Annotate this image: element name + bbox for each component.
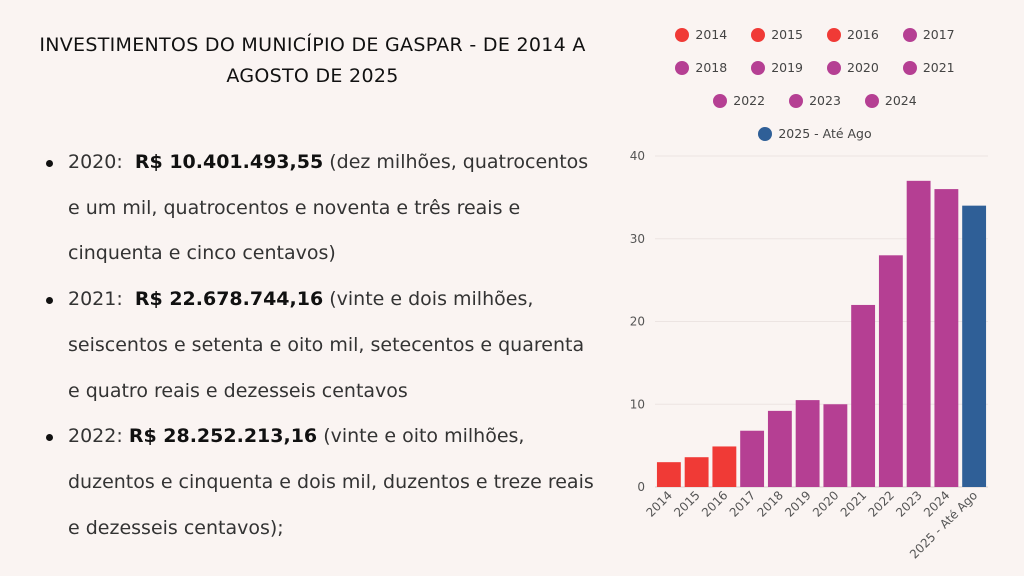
bullet-amount: R$ 28.252.213,16 <box>128 425 318 448</box>
legend-swatch <box>902 27 917 42</box>
y-tick-label: 0 <box>637 480 645 494</box>
bullet-amount: R$ 22.678.744,16 <box>134 288 324 311</box>
legend-item: 2016 <box>827 27 879 42</box>
x-tick-label: 2017 <box>727 488 758 519</box>
bar <box>878 255 903 487</box>
legend-item: 2018 <box>675 60 727 75</box>
x-tick-label: 2023 <box>893 488 924 519</box>
list-item: 2021: R$ 22.678.744,16 (vinte e dois mil… <box>40 277 595 414</box>
investment-list: 2020: R$ 10.401.493,55 (dez milhões, qua… <box>40 140 595 551</box>
bar <box>712 446 737 487</box>
legend-row: 2022 2023 2024 <box>660 84 970 117</box>
x-tick-label: 2018 <box>754 488 785 519</box>
legend-swatch <box>675 60 690 75</box>
legend-swatch <box>751 60 766 75</box>
legend-item: 2014 <box>675 27 727 42</box>
legend-swatch <box>675 27 690 42</box>
page-title: INVESTIMENTOS DO MUNICÍPIO DE GASPAR - D… <box>39 34 586 87</box>
y-tick-label: 20 <box>630 315 645 329</box>
bar <box>851 304 876 487</box>
legend-row: 2018 2019 2020 2021 <box>660 51 970 84</box>
y-tick-label: 10 <box>630 397 645 411</box>
x-tick-label: 2022 <box>865 488 896 519</box>
bullet-amount: R$ 10.401.493,55 <box>134 151 324 173</box>
legend-label: 2019 <box>771 60 803 75</box>
y-tick-label: 30 <box>630 232 645 246</box>
legend-swatch <box>758 126 773 141</box>
bar <box>823 404 848 487</box>
x-tick-label: 2016 <box>699 488 730 519</box>
legend-label: 2015 <box>771 27 803 42</box>
legend-item: 2015 <box>751 27 803 42</box>
legend-swatch <box>827 60 841 75</box>
legend-item: 2024 <box>864 93 917 108</box>
bar-chart: 0102030402014201520162017201820192020202… <box>630 149 988 561</box>
legend-item: 2017 <box>902 27 955 42</box>
bar <box>740 430 765 487</box>
legend-swatch <box>827 27 841 42</box>
bar <box>767 410 792 487</box>
legend-swatch <box>751 27 766 42</box>
x-tick-label: 2014 <box>643 488 674 519</box>
legend-swatch <box>902 60 917 75</box>
bar <box>906 180 931 487</box>
bar <box>684 457 709 487</box>
bullet-year: 2021: <box>68 288 123 311</box>
legend-swatch <box>789 93 804 108</box>
list-item: 2022: R$ 28.252.213,16 (vinte e oito mil… <box>40 414 595 551</box>
legend-label: 2014 <box>695 27 728 42</box>
bullet-year: 2020: <box>68 151 123 173</box>
bar <box>962 205 987 487</box>
y-tick-label: 40 <box>630 149 645 163</box>
legend-label: 2025 - Até Ago <box>778 126 872 141</box>
chart-legend: 2014 2015 2016 2017 2018 2019 2020 2021 2022 2023… <box>660 18 970 150</box>
legend-item: 2021 <box>902 60 955 75</box>
legend-row: 2014 2015 2016 2017 <box>660 18 970 51</box>
bullet-text: (vinte e dois milhões, seiscentos e sete… <box>68 288 585 402</box>
legend-swatch <box>864 93 879 108</box>
legend-row: 2025 - Até Ago <box>660 117 970 150</box>
bar <box>795 400 820 487</box>
legend-label: 2022 <box>733 93 766 108</box>
x-tick-label: 2019 <box>782 488 813 519</box>
bar <box>934 189 959 487</box>
legend-label: 2021 <box>922 60 955 75</box>
bullet-text: (vinte e oito milhões, duzentos e cinque… <box>68 425 594 539</box>
legend-item: 2022 <box>713 93 765 108</box>
bullet-text: (dez milhões, quatrocentos e um mil, qua… <box>68 151 589 265</box>
legend-item: 2020 <box>827 60 879 75</box>
legend-label: 2024 <box>884 93 917 108</box>
legend-item: 2023 <box>789 93 841 108</box>
legend-label: 2017 <box>922 27 955 42</box>
legend-swatch <box>713 93 728 108</box>
bar <box>656 462 681 487</box>
list-item: 2020: R$ 10.401.493,55 (dez milhões, qua… <box>40 140 595 277</box>
x-tick-label: 2015 <box>671 488 702 519</box>
legend-label: 2018 <box>695 60 728 75</box>
x-tick-label: 2020 <box>810 488 841 519</box>
legend-label: 2016 <box>847 27 879 42</box>
bullet-year: 2022: <box>68 425 123 448</box>
legend-item: 2019 <box>751 60 803 75</box>
legend-item: 2025 - Até Ago <box>758 126 872 141</box>
legend-label: 2023 <box>809 93 841 108</box>
x-tick-label: 2021 <box>838 488 869 519</box>
legend-label: 2020 <box>847 60 879 75</box>
